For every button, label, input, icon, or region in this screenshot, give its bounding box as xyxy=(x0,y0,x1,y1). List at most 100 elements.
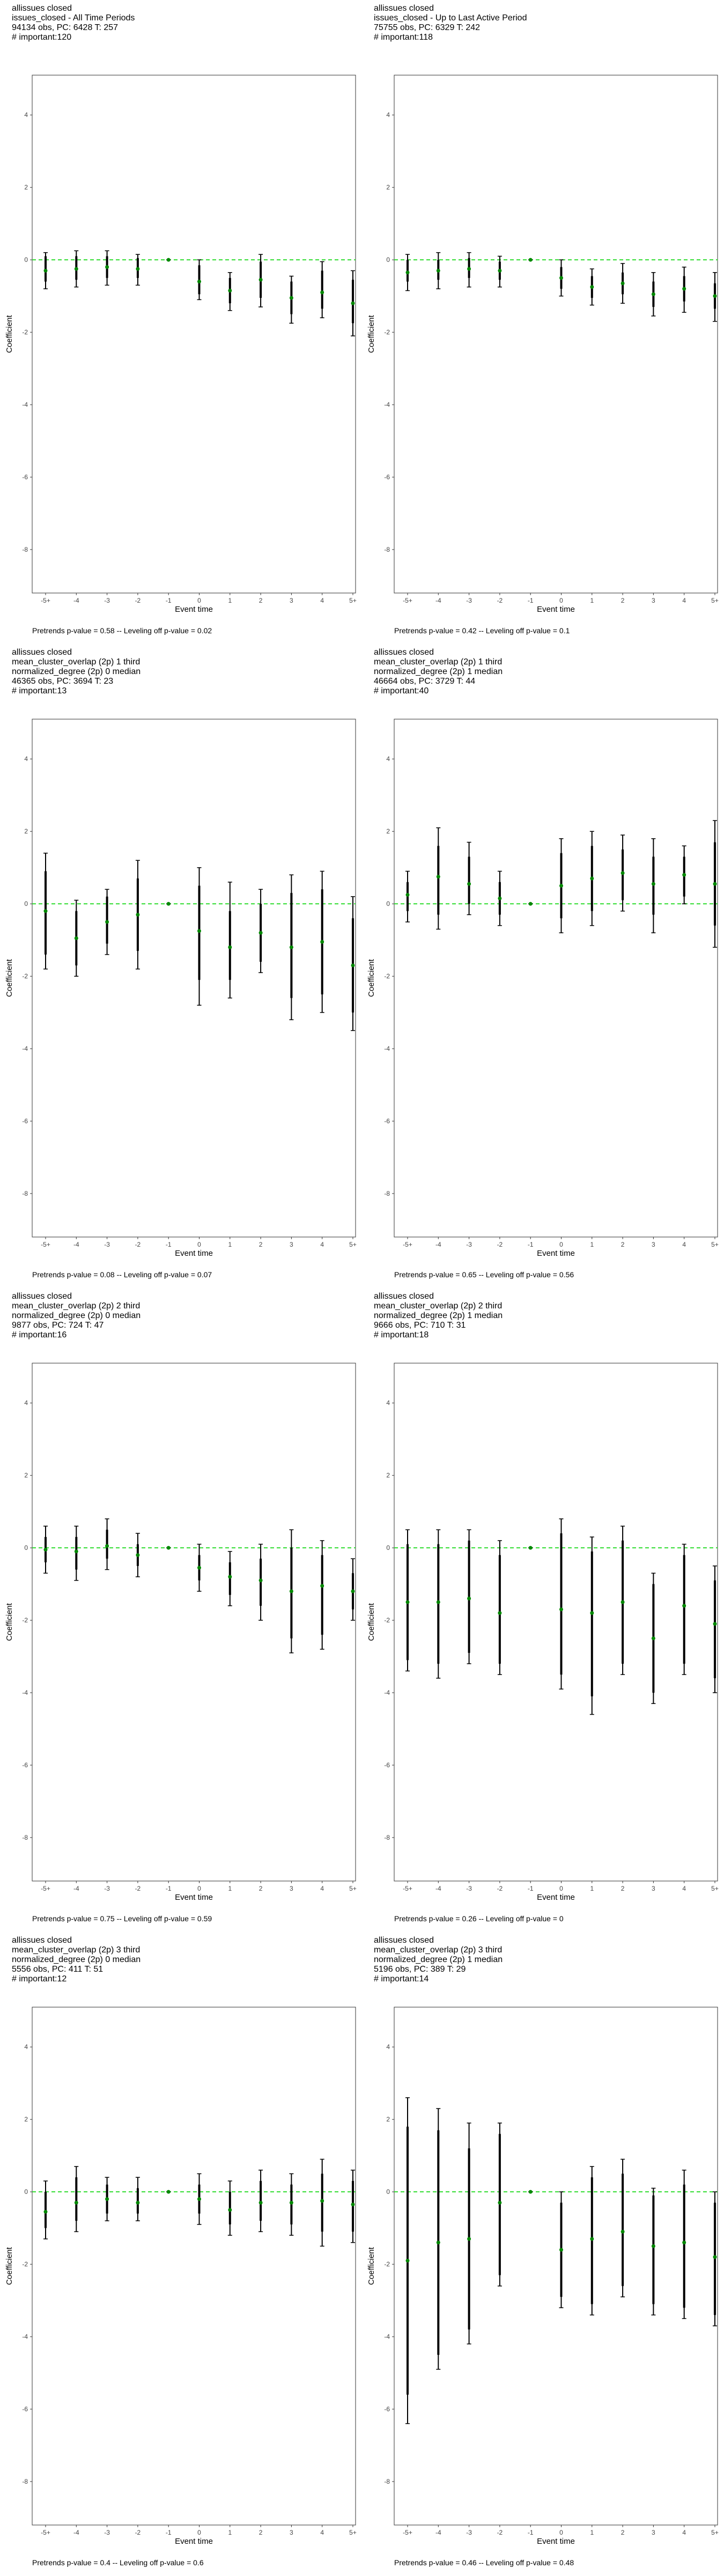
estimate-point xyxy=(351,963,355,968)
estimate-point xyxy=(682,2241,686,2245)
x-axis-title: Event time xyxy=(175,1249,213,1258)
estimate-point xyxy=(620,281,625,286)
y-tick-label: -6 xyxy=(384,1761,390,1769)
estimate-point xyxy=(197,280,201,284)
chart-title-line: # important:40 xyxy=(374,686,429,696)
y-tick-label: 2 xyxy=(24,184,28,191)
x-tick-label: 5+ xyxy=(349,1241,357,1248)
y-tick-label: -4 xyxy=(22,1045,28,1052)
p-value-footer: Pretrends p-value = 0.46 -- Leveling off… xyxy=(394,2558,574,2567)
chart-title-line: 94134 obs, PC: 6428 T: 257 xyxy=(12,23,118,32)
estimate-point xyxy=(166,902,171,906)
y-tick-label: -8 xyxy=(384,1834,390,1841)
chart-title-line: allissues closed xyxy=(374,1936,434,1945)
x-axis-title: Event time xyxy=(175,605,213,614)
chart-title-line: normalized_degree (2p) 1 median xyxy=(374,1311,503,1320)
x-tick-label: 1 xyxy=(228,2529,232,2536)
estimate-point xyxy=(405,270,410,275)
estimate-point xyxy=(713,294,717,298)
x-tick-label: -2 xyxy=(497,1885,503,1892)
estimate-point xyxy=(320,940,324,944)
y-tick-label: 2 xyxy=(386,1472,390,1479)
y-tick-label: -8 xyxy=(22,546,28,553)
x-tick-label: 4 xyxy=(682,1885,686,1892)
y-tick-label: 0 xyxy=(386,1544,390,1552)
y-tick-label: 2 xyxy=(386,184,390,191)
chart-title-line: 5556 obs, PC: 411 T: 51 xyxy=(12,1965,103,1974)
y-tick-label: -6 xyxy=(22,473,28,481)
estimate-point xyxy=(651,292,655,296)
estimate-point xyxy=(436,268,440,273)
estimate-point xyxy=(289,296,293,300)
chart-title-line: 9666 obs, PC: 710 T: 31 xyxy=(374,1321,466,1330)
x-tick-label: 2 xyxy=(259,1241,263,1248)
y-tick-label: -8 xyxy=(22,1834,28,1841)
y-tick-label: -8 xyxy=(384,546,390,553)
x-tick-label: 0 xyxy=(197,597,201,604)
chart-title-line: mean_cluster_overlap (2p) 3 third xyxy=(12,1945,140,1955)
chart-title-line: allissues closed xyxy=(12,1292,72,1301)
x-axis-title: Event time xyxy=(537,1249,575,1258)
p-value-footer: Pretrends p-value = 0.08 -- Leveling off… xyxy=(32,1270,212,1279)
estimate-point xyxy=(105,2197,109,2201)
chart-title-line: allissues closed xyxy=(374,648,434,657)
y-tick-label: -2 xyxy=(22,1616,28,1624)
x-tick-label: 4 xyxy=(682,2529,686,2536)
x-tick-label: -4 xyxy=(435,2529,441,2536)
chart-title-line: 9877 obs, PC: 724 T: 47 xyxy=(12,1321,104,1330)
estimate-point xyxy=(651,1636,655,1641)
estimate-point xyxy=(136,2200,140,2205)
y-tick-label: -4 xyxy=(384,401,390,408)
x-tick-label: -2 xyxy=(497,2529,503,2536)
x-tick-label: 3 xyxy=(290,2529,293,2536)
y-tick-label: 4 xyxy=(386,1399,390,1407)
y-axis-title: Coefficient xyxy=(367,958,376,997)
x-tick-label: 4 xyxy=(682,597,686,604)
estimate-point xyxy=(228,945,232,949)
chart-title-line: 75755 obs, PC: 6329 T: 242 xyxy=(374,23,480,32)
estimate-point xyxy=(166,2190,171,2194)
estimate-point xyxy=(467,1597,471,1601)
y-tick-label: 4 xyxy=(386,2043,390,2051)
chart-title-line: # important:12 xyxy=(12,1974,67,1984)
x-tick-label: 0 xyxy=(197,1885,201,1892)
x-tick-label: -1 xyxy=(166,597,172,604)
x-axis-title: Event time xyxy=(537,605,575,614)
y-tick-label: 4 xyxy=(24,1399,28,1407)
x-tick-label: -4 xyxy=(73,1241,79,1248)
x-tick-label: -2 xyxy=(135,597,141,604)
x-tick-label: 2 xyxy=(621,2529,625,2536)
x-tick-label: 5+ xyxy=(349,2529,357,2536)
x-tick-label: 5+ xyxy=(711,1885,719,1892)
plot-area xyxy=(32,719,356,1238)
estimate-point xyxy=(105,920,109,924)
y-tick-label: -8 xyxy=(22,1190,28,1197)
y-tick-label: -2 xyxy=(22,972,28,980)
estimate-point xyxy=(498,896,502,901)
plot-area xyxy=(394,75,718,594)
y-tick-label: -2 xyxy=(22,2260,28,2268)
estimate-point xyxy=(620,871,625,875)
chart-title-line: issues_closed - Up to Last Active Period xyxy=(374,13,527,23)
x-tick-label: -3 xyxy=(104,597,110,604)
estimate-point xyxy=(528,258,533,262)
p-value-footer: Pretrends p-value = 0.4 -- Leveling off … xyxy=(32,2558,204,2567)
x-tick-label: 3 xyxy=(652,2529,655,2536)
estimate-point xyxy=(74,267,78,271)
chart-title-line: mean_cluster_overlap (2p) 1 third xyxy=(374,657,502,667)
estimate-point xyxy=(351,301,355,305)
y-tick-label: -6 xyxy=(384,2405,390,2413)
y-tick-label: -2 xyxy=(22,328,28,336)
estimate-point xyxy=(528,1546,533,1550)
x-tick-label: 5+ xyxy=(711,597,719,604)
estimate-point xyxy=(74,2200,78,2205)
x-tick-label: 4 xyxy=(320,1241,324,1248)
estimate-point xyxy=(197,1565,201,1570)
x-tick-label: -4 xyxy=(435,1241,441,1248)
chart-title-line: normalized_degree (2p) 1 median xyxy=(374,667,503,676)
x-tick-label: 1 xyxy=(590,1885,594,1892)
x-tick-label: -4 xyxy=(73,1885,79,1892)
estimate-point xyxy=(320,1584,324,1588)
